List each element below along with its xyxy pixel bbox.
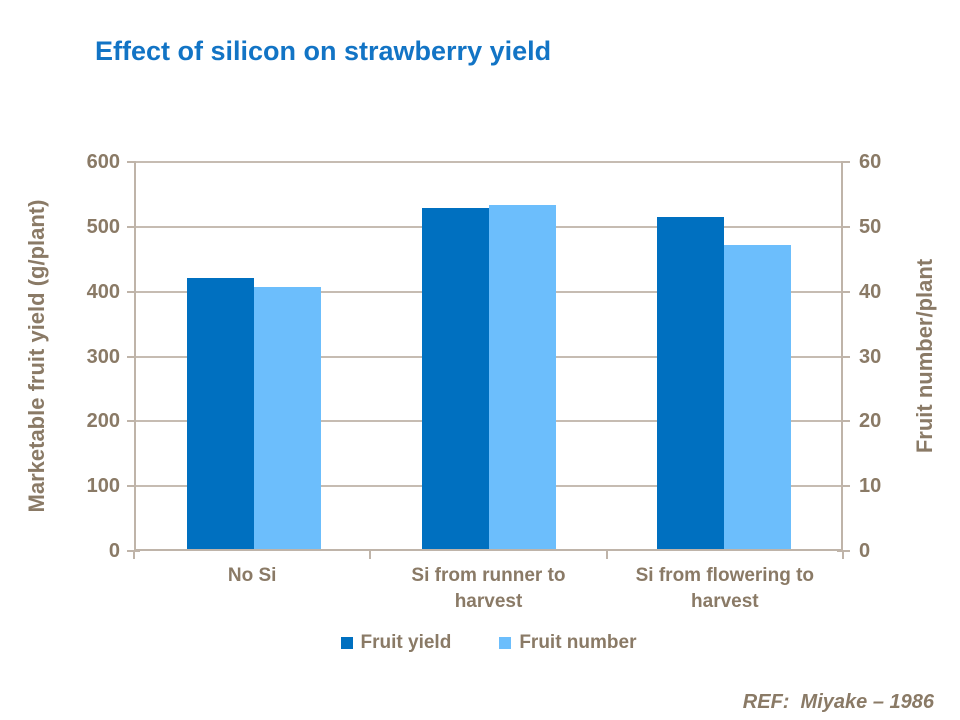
- right-axis-tick-label: 10: [859, 475, 882, 498]
- right-axis-tick: [837, 161, 850, 163]
- bar-groups: [136, 162, 841, 549]
- left-axis-tick-label: 100: [86, 475, 120, 498]
- left-axis-tick: [127, 161, 140, 163]
- bar-group: [136, 162, 371, 549]
- right-axis-tick: [837, 225, 850, 228]
- plot-area: [134, 161, 843, 551]
- bar-group: [371, 162, 606, 549]
- left-axis-tick: [127, 355, 140, 358]
- left-axis-tick-label: 0: [108, 540, 120, 562]
- right-axis-tick-label: 20: [859, 410, 882, 433]
- right-axis-tick-label: 60: [859, 151, 882, 173]
- left-axis-tick-label: 300: [86, 345, 120, 368]
- chart-title: Effect of silicon on strawberry yield: [95, 36, 552, 66]
- x-category-label: Si from runner to harvest: [411, 565, 566, 612]
- left-axis-tick: [127, 225, 140, 228]
- category-axis-labels: No Si Si from runner to harvest Si from fl…: [134, 563, 843, 614]
- legend: Fruit yield Fruit number: [134, 632, 843, 654]
- legend-item: Fruit number: [499, 632, 636, 654]
- left-axis-tick-label: 600: [86, 151, 120, 173]
- gridline: [136, 161, 841, 163]
- left-axis-tick-label: 500: [86, 215, 120, 238]
- bar-fruit-number: [253, 286, 321, 549]
- bar-fruit-number: [488, 204, 556, 549]
- bar-fruit-number: [723, 245, 791, 549]
- category-boundary-tick: [842, 551, 844, 559]
- x-category-label: Si from flowering to harvest: [635, 565, 815, 612]
- legend-swatch-fruit-number: [499, 637, 512, 649]
- left-axis-title: Marketable fruit yield (g/plant): [24, 199, 49, 513]
- category-boundary-tick: [369, 551, 372, 559]
- right-axis-title: Fruit number/plant: [912, 258, 937, 454]
- left-axis-tick: [127, 420, 140, 423]
- bar-fruit-yield: [186, 278, 254, 549]
- bar-fruit-yield: [656, 216, 724, 549]
- left-axis-tick: [127, 485, 140, 488]
- right-axis-tick-label: 50: [859, 215, 882, 238]
- reference-text: REF: Miyake – 1986: [742, 691, 934, 713]
- category-boundary-tick: [133, 551, 135, 559]
- right-axis-tick: [837, 290, 850, 293]
- left-axis-tick-label: 400: [86, 280, 120, 303]
- category-boundary-tick: [605, 551, 608, 559]
- bar-group: [606, 162, 841, 549]
- legend-swatch-fruit-yield: [340, 637, 353, 649]
- right-axis-tick: [837, 355, 850, 358]
- left-axis-tick-label: 200: [86, 410, 120, 433]
- right-axis-tick-label: 40: [859, 280, 882, 303]
- legend-item: Fruit yield: [340, 632, 452, 654]
- x-category-label: No Si: [227, 565, 277, 586]
- bar-fruit-yield: [421, 208, 489, 549]
- right-axis-tick: [837, 485, 850, 488]
- left-axis-tick: [127, 290, 140, 293]
- right-axis-tick-label: 30: [859, 345, 882, 368]
- right-axis-tick: [837, 420, 850, 423]
- legend-label: Fruit number: [519, 632, 637, 653]
- right-axis-tick-label: 0: [859, 540, 871, 562]
- legend-label: Fruit yield: [360, 632, 452, 653]
